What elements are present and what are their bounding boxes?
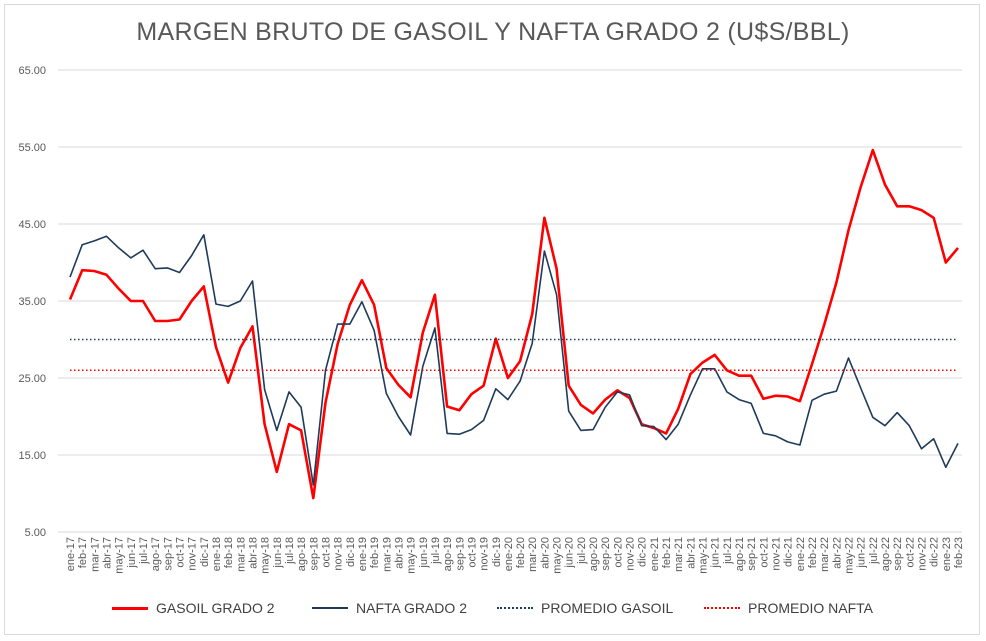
x-tick-label: abr-18	[247, 537, 259, 569]
x-tick-label: dic-17	[199, 537, 211, 567]
series-line-1	[69, 234, 959, 486]
x-tick-label: nov-21	[771, 537, 783, 571]
x-tick-label: may-18	[260, 537, 272, 574]
x-tick-label: ene-19	[357, 537, 369, 571]
x-tick-label: mar-21	[673, 537, 685, 572]
legend-swatch-promedio-nafta	[704, 607, 740, 609]
x-tick-label: ene-23	[941, 537, 953, 571]
y-tick-label: 45.00	[18, 219, 46, 231]
x-tick-label: jun-17	[126, 537, 138, 569]
x-tick-label: jul-18	[284, 537, 296, 565]
x-tick-label: sep-19	[454, 537, 466, 571]
y-tick-label: 15.00	[18, 450, 46, 462]
legend-swatch-promedio-gasoil	[497, 607, 533, 609]
x-tick-label: sep-22	[892, 537, 904, 571]
chart-title: MARGEN BRUTO DE GASOIL Y NAFTA GRADO 2 (…	[136, 18, 850, 46]
x-tick-label: dic-20	[637, 537, 649, 567]
x-tick-label: nov-17	[187, 537, 199, 571]
x-tick-label: nov-18	[333, 537, 345, 571]
x-tick-label: sep-21	[746, 537, 758, 571]
x-tick-label: jun-22	[856, 537, 868, 569]
x-tick-label: ene-22	[795, 537, 807, 571]
x-tick-label: nov-19	[479, 537, 491, 571]
x-tick-label: feb-21	[661, 537, 673, 568]
x-tick-label: ago-19	[442, 537, 454, 571]
x-tick-label: ene-18	[211, 537, 223, 571]
legend-item-nafta: NAFTA GRADO 2	[312, 596, 467, 620]
x-tick-label: may-19	[406, 537, 418, 574]
y-tick-label: 5.00	[25, 527, 46, 539]
x-tick-label: oct-20	[612, 537, 624, 568]
x-tick-label: feb-23	[953, 537, 965, 568]
x-tick-label: jul-21	[722, 537, 734, 565]
x-tick-label: dic-19	[491, 537, 503, 567]
x-tick-label: oct-19	[466, 537, 478, 568]
x-tick-label: mar-17	[89, 537, 101, 572]
x-tick-label: feb-19	[369, 537, 381, 568]
legend-swatch-gasoil	[112, 606, 148, 610]
x-tick-label: ene-21	[649, 537, 661, 571]
x-tick-label: dic-22	[929, 537, 941, 567]
x-tick-label: jul-17	[138, 537, 150, 565]
x-tick-label: ago-18	[296, 537, 308, 571]
y-tick-label: 35.00	[18, 296, 46, 308]
legend-item-promedio-gasoil: PROMEDIO GASOIL	[497, 596, 673, 620]
x-tick-label: sep-20	[600, 537, 612, 571]
x-tick-label: jun-19	[418, 537, 430, 569]
x-tick-label: abr-20	[539, 537, 551, 569]
y-tick-label: 25.00	[18, 373, 46, 385]
x-tick-label: mar-20	[527, 537, 539, 572]
x-tick-label: abr-22	[831, 537, 843, 569]
x-tick-label: jul-19	[430, 537, 442, 565]
x-tick-label: abr-21	[685, 537, 697, 569]
x-tick-label: ago-20	[588, 537, 600, 571]
x-tick-label: jun-20	[564, 537, 576, 569]
legend-label-gasoil: GASOIL GRADO 2	[156, 600, 275, 616]
x-tick-label: nov-22	[917, 537, 929, 571]
x-tick-label: oct-21	[758, 537, 770, 568]
legend-item-promedio-nafta: PROMEDIO NAFTA	[704, 596, 873, 620]
x-tick-label: nov-20	[625, 537, 637, 571]
x-tick-label: ago-17	[150, 537, 162, 571]
x-tick-label: ene-17	[65, 537, 77, 571]
x-tick-label: jun-21	[710, 537, 722, 569]
legend-swatch-nafta	[312, 607, 348, 609]
series-line-0	[68, 148, 959, 500]
x-tick-label: mar-18	[235, 537, 247, 572]
x-tick-label: feb-18	[223, 537, 235, 568]
x-tick-label: may-22	[844, 537, 856, 574]
x-tick-label: abr-17	[101, 537, 113, 569]
x-tick-label: oct-18	[320, 537, 332, 568]
y-tick-label: 65.00	[18, 65, 46, 77]
x-tick-label: may-17	[114, 537, 126, 574]
x-tick-label: jul-20	[576, 537, 588, 565]
x-tick-label: ago-21	[734, 537, 746, 571]
x-tick-label: abr-19	[393, 537, 405, 569]
chart-frame	[4, 4, 980, 635]
x-tick-label: mar-22	[819, 537, 831, 572]
x-tick-label: oct-22	[904, 537, 916, 568]
x-tick-label: jun-18	[272, 537, 284, 569]
x-tick-label: may-20	[552, 537, 564, 574]
x-tick-label: dic-21	[783, 537, 795, 567]
y-tick-label: 55.00	[18, 142, 46, 154]
x-tick-label: may-21	[698, 537, 710, 574]
x-tick-label: ene-20	[503, 537, 515, 571]
x-tick-label: oct-17	[174, 537, 186, 568]
legend-item-gasoil: GASOIL GRADO 2	[112, 596, 275, 620]
x-tick-label: jul-22	[868, 537, 880, 565]
legend-label-nafta: NAFTA GRADO 2	[356, 600, 467, 616]
x-tick-label: feb-22	[807, 537, 819, 568]
x-tick-label: mar-19	[381, 537, 393, 572]
legend-label-promedio-gasoil: PROMEDIO GASOIL	[541, 600, 674, 616]
x-tick-label: feb-20	[515, 537, 527, 568]
x-tick-label: feb-17	[77, 537, 89, 568]
legend-label-promedio-nafta: PROMEDIO NAFTA	[748, 600, 873, 616]
x-tick-label: ago-22	[880, 537, 892, 571]
chart-legend: GASOIL GRADO 2 NAFTA GRADO 2 PROMEDIO GA…	[0, 596, 986, 620]
x-tick-label: sep-17	[162, 537, 174, 571]
x-tick-label: sep-18	[308, 537, 320, 571]
x-tick-label: dic-18	[345, 537, 357, 567]
